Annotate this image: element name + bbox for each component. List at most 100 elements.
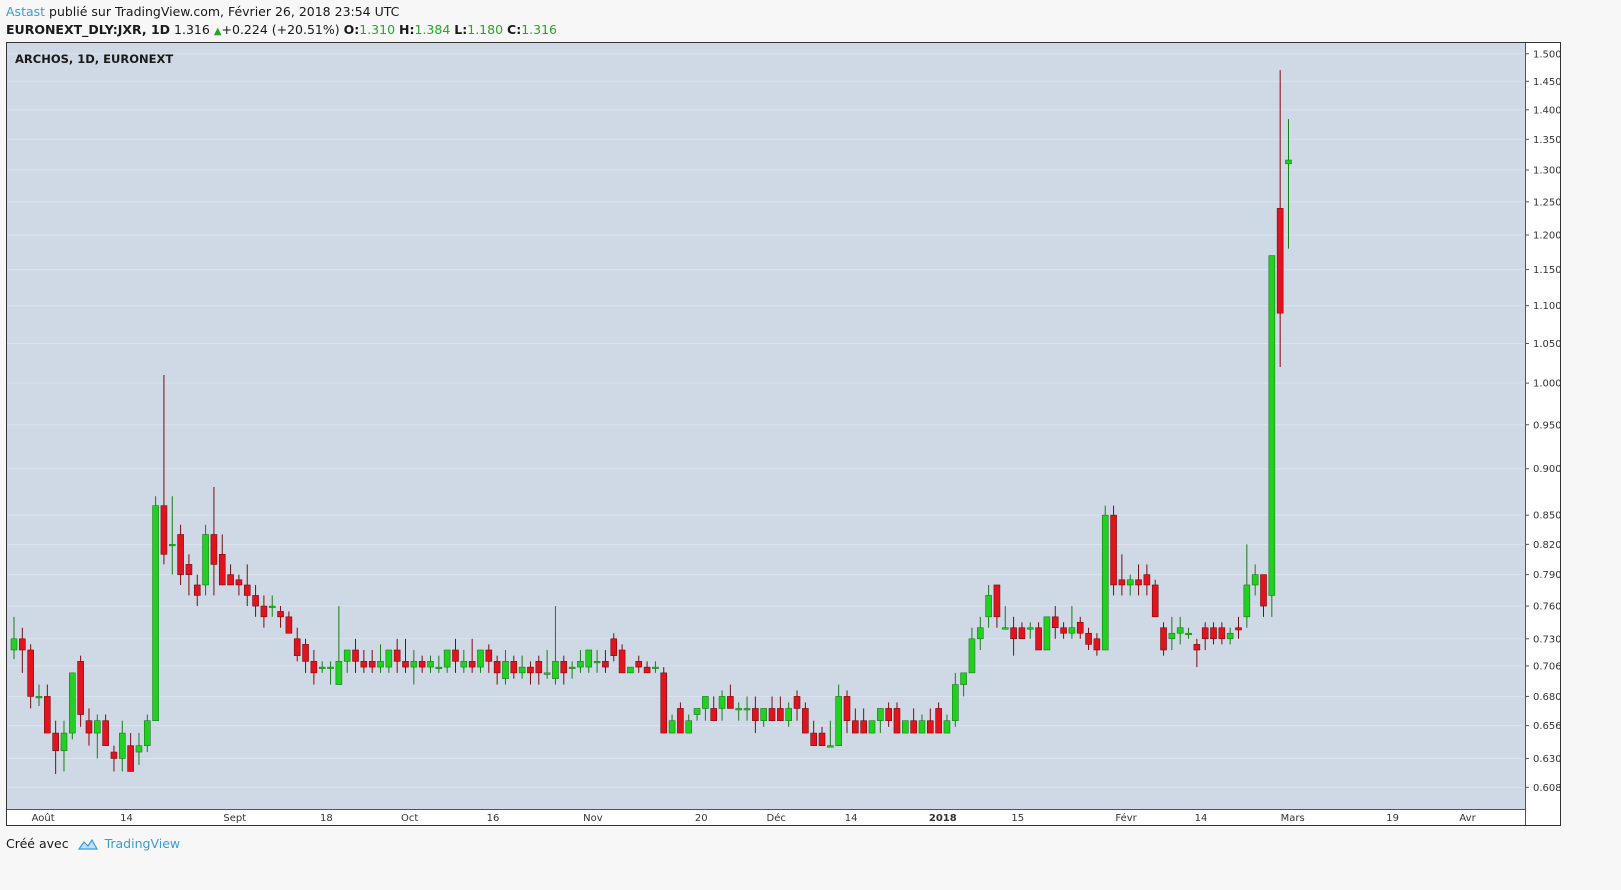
candle (118, 720, 126, 772)
time-tick-label: 2018 (929, 813, 957, 824)
candle (443, 649, 451, 673)
candle (69, 672, 76, 740)
candle-body (926, 720, 934, 734)
candle (843, 690, 851, 734)
candle (27, 644, 34, 709)
candle-body (760, 708, 768, 721)
time-tick-label: 14 (1195, 813, 1208, 824)
price-tick-label: 0.630 (1533, 754, 1560, 765)
tradingview-link[interactable]: TradingView (104, 836, 181, 851)
candle-body (1235, 627, 1242, 631)
candle-body (877, 708, 884, 721)
candle-body (302, 644, 309, 662)
candle-body (1118, 579, 1126, 586)
candle (252, 584, 259, 617)
candle-body (1226, 632, 1234, 640)
price-tick-label: 0.656 (1533, 721, 1560, 732)
candle-body (177, 534, 184, 575)
candle-body (1268, 255, 1276, 596)
candle (293, 627, 301, 662)
time-axis[interactable]: Août 14 Sept 18 Oct 16 Nov 20 Déc 14 2018 15 Févr 14 M… (7, 809, 1525, 825)
candle (35, 684, 43, 707)
candle-body (1043, 616, 1051, 651)
candle (410, 649, 418, 685)
candle-body (327, 666, 334, 669)
candle-body (727, 696, 734, 709)
candle (877, 708, 884, 734)
candle-body (1210, 627, 1217, 640)
candle-body (743, 708, 751, 711)
candle-body (1201, 627, 1209, 640)
candle (943, 714, 951, 734)
symbol-name: EURONEXT_DLY:JXR, 1D (6, 22, 171, 37)
candle (518, 655, 526, 679)
candle (1051, 606, 1059, 639)
chart-title: ARCHOS, 1D, EURONEXT (15, 52, 173, 66)
candle-body (19, 638, 26, 651)
candle-body (1101, 514, 1109, 651)
candle (885, 702, 892, 727)
candle-body (35, 696, 43, 699)
candle-body (402, 661, 409, 668)
author-link[interactable]: Astast (6, 4, 46, 19)
candle-body (252, 595, 259, 607)
candle-body (460, 661, 468, 668)
price-axis[interactable]: 0.608 0.630 0.656 0.680 0.706 0.730 0.760 0.790… (1525, 43, 1560, 825)
candle (743, 696, 751, 721)
candle-body (285, 616, 293, 634)
candle-body (1193, 644, 1201, 651)
candle-body (243, 584, 251, 596)
candle (94, 714, 101, 759)
time-axis-panel (7, 809, 1525, 825)
candle-body (202, 534, 209, 586)
candle-body (343, 649, 351, 662)
candle (327, 661, 334, 685)
candle (360, 649, 368, 673)
candle (1018, 622, 1026, 640)
candle (768, 696, 776, 721)
candle-body (910, 720, 917, 734)
candle (468, 638, 476, 673)
candle (243, 564, 251, 607)
candle (1260, 574, 1267, 617)
candle-body (1151, 584, 1159, 618)
candle-body (1160, 627, 1167, 651)
candle (493, 655, 501, 685)
candle-body (1218, 627, 1226, 640)
chart-container[interactable]: 0.608 0.630 0.656 0.680 0.706 0.730 0.760 0.790… (6, 42, 1561, 826)
candle-body (610, 638, 618, 656)
candle-body (902, 720, 909, 734)
price-tick-label: 1.500 (1533, 49, 1560, 60)
candle-body (1060, 627, 1067, 634)
candle (260, 595, 268, 628)
open-value: 1.310 (359, 22, 396, 37)
candle-body (360, 661, 368, 668)
candle-body (685, 720, 693, 734)
candle (310, 649, 318, 685)
candle (910, 708, 917, 734)
candle-body (118, 732, 126, 759)
candle-body (427, 661, 434, 668)
candle-body (1076, 621, 1084, 634)
candle-body (152, 505, 159, 721)
candle (610, 633, 618, 662)
candle-body (168, 544, 176, 547)
candle-body (960, 672, 967, 685)
candle-body (643, 666, 651, 674)
candle (660, 667, 668, 734)
price-tick-label: 1.000 (1533, 379, 1560, 390)
candle-body (1085, 632, 1092, 645)
candle-body (52, 732, 59, 752)
candle-body (951, 684, 959, 721)
candle (377, 644, 384, 673)
high-label: H: (399, 22, 415, 37)
candle (668, 714, 676, 734)
candle-body (1276, 208, 1284, 314)
candle (593, 649, 601, 673)
candle-body (368, 661, 376, 668)
candlestick-chart[interactable]: 0.608 0.630 0.656 0.680 0.706 0.730 0.760 0.790… (7, 43, 1560, 825)
candle-body (1243, 584, 1251, 618)
candle (318, 661, 326, 673)
candle (418, 655, 426, 673)
candle-body (10, 638, 18, 651)
